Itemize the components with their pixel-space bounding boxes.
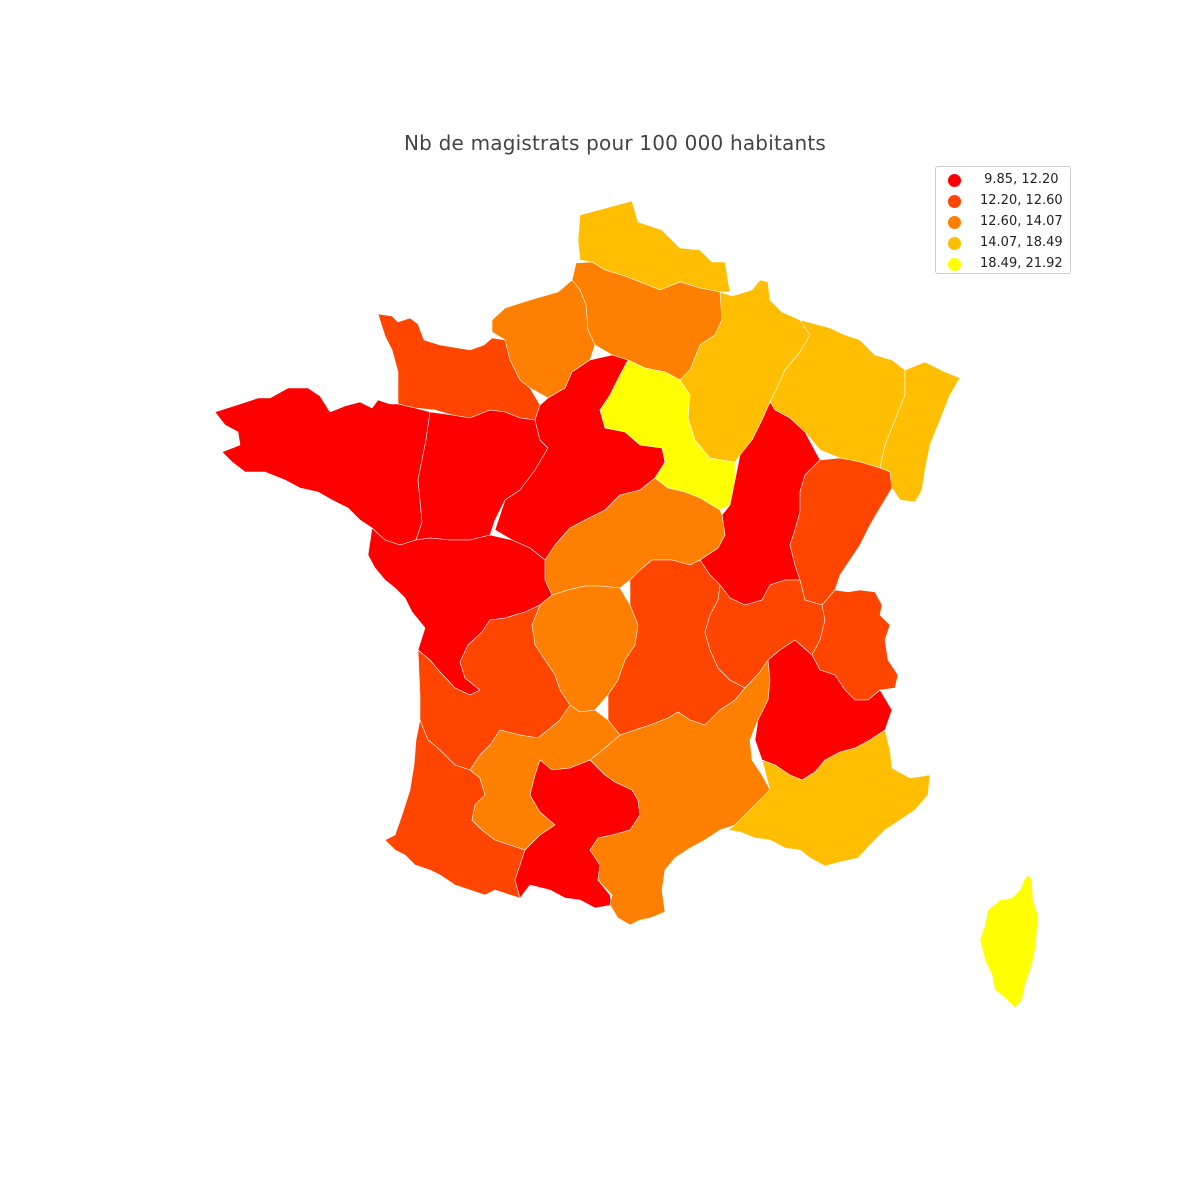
region-paca (727, 729, 931, 867)
legend-label: 9.85, 12.20 (980, 172, 1059, 187)
legend: 9.85, 12.20 12.20, 12.60 12.60, 14.07 14… (935, 166, 1071, 274)
legend-label: 14.07, 18.49 (980, 235, 1063, 250)
legend-swatch (948, 237, 961, 250)
region-pays-de-la-loire-nord (415, 409, 549, 541)
region-corse (979, 874, 1039, 1009)
map-title: Nb de magistrats pour 100 000 habitants (404, 131, 826, 155)
legend-label: 12.60, 14.07 (980, 214, 1063, 229)
legend-swatch (948, 174, 961, 187)
region-franche-comte (789, 457, 893, 606)
legend-item: 12.60, 14.07 (936, 213, 1072, 233)
legend-swatch (948, 216, 961, 229)
legend-item: 18.49, 21.92 (936, 255, 1072, 275)
legend-item: 9.85, 12.20 (936, 171, 1072, 191)
legend-label: 12.20, 12.60 (980, 193, 1063, 208)
legend-item: 14.07, 18.49 (936, 234, 1072, 254)
legend-label: 18.49, 21.92 (980, 256, 1063, 271)
legend-swatch (948, 258, 961, 271)
region-bretagne (214, 387, 431, 546)
region-alsace (879, 361, 961, 503)
region-languedoc (589, 659, 771, 926)
legend-swatch (948, 195, 961, 208)
legend-item: 12.20, 12.60 (936, 192, 1072, 212)
